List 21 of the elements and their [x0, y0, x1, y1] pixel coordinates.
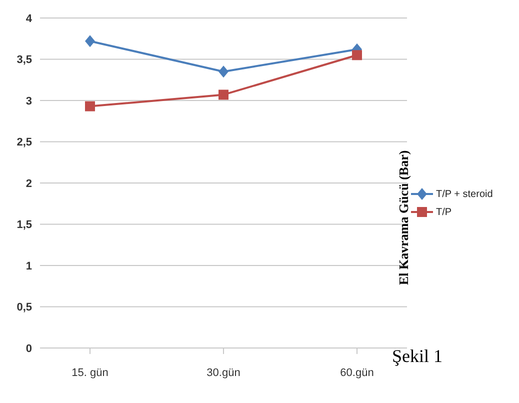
- point: [85, 101, 95, 112]
- point: [218, 66, 228, 78]
- point: [352, 50, 362, 60]
- y-tick-label: 2,5: [16, 136, 32, 149]
- legend-label: T/P + steroid: [436, 188, 493, 200]
- y-tick-label: 2: [26, 178, 32, 190]
- y-tick-label: 3: [26, 95, 32, 108]
- y-tick-label: 4: [26, 12, 33, 25]
- x-tick-label: 30.gün: [206, 366, 240, 379]
- y-tick-label: 3,5: [16, 54, 32, 66]
- y-tick-label: 1,5: [16, 219, 32, 232]
- annotation: Şekil 1: [392, 346, 443, 367]
- point: [85, 35, 95, 48]
- legend-label: T/P: [436, 206, 452, 218]
- y-tick-label: 0: [26, 342, 32, 355]
- y-tick-label: 0,5: [16, 302, 32, 314]
- x-tick-label: 15. gün: [72, 366, 108, 379]
- point: [218, 90, 228, 100]
- y-tick-label: 1: [26, 260, 32, 272]
- x-tick-label: 60.gün: [340, 366, 374, 379]
- y-axis-title: El Kavrama Gücü (Bar): [396, 150, 412, 288]
